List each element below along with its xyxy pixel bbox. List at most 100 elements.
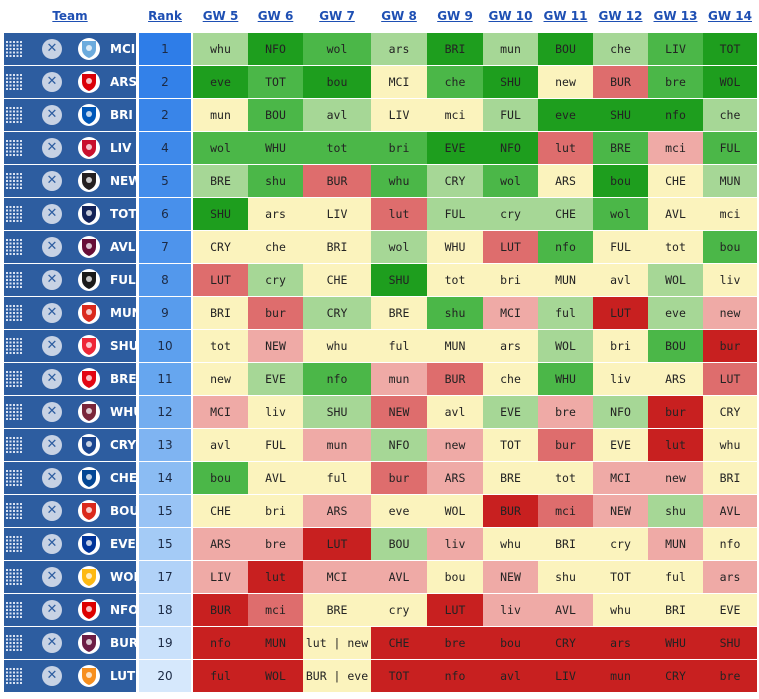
fixture-cell[interactable]: WOL	[703, 66, 757, 98]
drag-handle-icon[interactable]	[4, 171, 24, 191]
fixture-cell[interactable]: MCI	[371, 66, 427, 98]
fixture-cell[interactable]: ARS	[538, 165, 593, 197]
drag-handle-icon[interactable]	[4, 237, 24, 257]
fixture-cell[interactable]: ful	[303, 462, 371, 494]
fixture-cell[interactable]: che	[427, 66, 483, 98]
fixture-cell[interactable]: mun	[483, 33, 538, 65]
drag-handle-icon[interactable]	[4, 534, 24, 554]
fixture-cell[interactable]: AVL	[538, 594, 593, 626]
fixture-cell[interactable]: ARS	[648, 363, 703, 395]
fixture-cell[interactable]: avl	[303, 99, 371, 131]
fixture-cell[interactable]: WHU	[648, 627, 703, 659]
fixture-cell[interactable]: SHU	[593, 99, 648, 131]
fixture-cell[interactable]: NEW	[593, 495, 648, 527]
drag-handle-icon[interactable]	[4, 138, 24, 158]
fixture-cell[interactable]: EVE	[483, 396, 538, 428]
fixture-cell[interactable]: tot	[538, 462, 593, 494]
fixture-cell[interactable]: CRY	[427, 165, 483, 197]
fixture-cell[interactable]: WHU	[427, 231, 483, 263]
fixture-cell[interactable]: NFO	[593, 396, 648, 428]
fixture-cell[interactable]: BOU	[371, 528, 427, 560]
fixture-cell[interactable]: avl	[193, 429, 248, 461]
fixture-cell[interactable]: BRI	[193, 297, 248, 329]
fixture-cell[interactable]: wol	[303, 33, 371, 65]
drag-handle-icon[interactable]	[4, 633, 24, 653]
fixture-cell[interactable]: WHU	[538, 363, 593, 395]
fixture-cell[interactable]: SHU	[193, 198, 248, 230]
drag-handle-icon[interactable]	[4, 435, 24, 455]
drag-handle-icon[interactable]	[4, 336, 24, 356]
fixture-cell[interactable]: eve	[538, 99, 593, 131]
fixture-cell[interactable]: avl	[593, 264, 648, 296]
fixture-cell[interactable]: BRI	[303, 231, 371, 263]
header-rank[interactable]: Rank	[148, 9, 182, 23]
drag-handle-icon[interactable]	[4, 600, 24, 620]
drag-handle-icon[interactable]	[4, 666, 24, 686]
fixture-cell[interactable]: BRE	[483, 462, 538, 494]
fixture-cell[interactable]: FUL	[427, 198, 483, 230]
fixture-cell[interactable]: CRY	[648, 660, 703, 692]
fixture-cell[interactable]: EVE	[248, 363, 303, 395]
fixture-cell[interactable]: NFO	[483, 132, 538, 164]
fixture-cell[interactable]: BOU	[538, 33, 593, 65]
fixture-cell[interactable]: WOL	[648, 264, 703, 296]
drag-handle-icon[interactable]	[4, 204, 24, 224]
fixture-cell[interactable]: bou	[593, 165, 648, 197]
header-gw14[interactable]: GW 14	[708, 9, 752, 23]
remove-team-button[interactable]: ✕	[42, 39, 62, 59]
fixture-cell[interactable]: BUR	[303, 165, 371, 197]
fixture-cell[interactable]: MUN	[648, 528, 703, 560]
fixture-cell[interactable]: che	[483, 363, 538, 395]
header-gw8[interactable]: GW 8	[381, 9, 417, 23]
remove-team-button[interactable]: ✕	[42, 303, 62, 323]
fixture-cell[interactable]: cry	[371, 594, 427, 626]
fixture-cell[interactable]: new	[193, 363, 248, 395]
fixture-cell[interactable]: ars	[483, 330, 538, 362]
fixture-cell[interactable]: ARS	[427, 462, 483, 494]
fixture-cell[interactable]: bou	[303, 66, 371, 98]
drag-handle-icon[interactable]	[4, 369, 24, 389]
fixture-cell[interactable]: avl	[427, 396, 483, 428]
fixture-cell[interactable]: ARS	[303, 495, 371, 527]
fixture-cell[interactable]: MCI	[303, 561, 371, 593]
fixture-cell[interactable]: bou	[193, 462, 248, 494]
remove-team-button[interactable]: ✕	[42, 501, 62, 521]
drag-handle-icon[interactable]	[4, 105, 24, 125]
fixture-cell[interactable]: wol	[593, 198, 648, 230]
fixture-cell[interactable]: mci	[248, 594, 303, 626]
fixture-cell[interactable]: EVE	[703, 594, 757, 626]
fixture-cell[interactable]: MUN	[703, 165, 757, 197]
header-gw10[interactable]: GW 10	[488, 9, 533, 23]
fixture-cell[interactable]: eve	[371, 495, 427, 527]
fixture-cell[interactable]: bou	[703, 231, 757, 263]
fixture-cell[interactable]: TOT	[371, 660, 427, 692]
remove-team-button[interactable]: ✕	[42, 600, 62, 620]
fixture-cell[interactable]: bri	[593, 330, 648, 362]
fixture-cell[interactable]: lut	[371, 198, 427, 230]
drag-handle-icon[interactable]	[4, 501, 24, 521]
header-team[interactable]: Team	[52, 9, 88, 23]
header-gw7[interactable]: GW 7	[319, 9, 355, 23]
fixture-cell[interactable]: AVL	[648, 198, 703, 230]
fixture-cell[interactable]: bur	[371, 462, 427, 494]
fixture-cell[interactable]: ars	[703, 561, 757, 593]
fixture-cell[interactable]: bur	[248, 297, 303, 329]
fixture-cell[interactable]: nfo	[193, 627, 248, 659]
fixture-cell[interactable]: CHE	[538, 198, 593, 230]
fixture-cell[interactable]: CRY	[538, 627, 593, 659]
fixture-cell[interactable]: ars	[593, 627, 648, 659]
fixture-cell[interactable]: EVE	[593, 429, 648, 461]
fixture-cell[interactable]: eve	[193, 66, 248, 98]
remove-team-button[interactable]: ✕	[42, 171, 62, 191]
header-gw13[interactable]: GW 13	[653, 9, 698, 23]
fixture-cell[interactable]: BUR	[427, 363, 483, 395]
fixture-cell[interactable]: nfo	[303, 363, 371, 395]
drag-handle-icon[interactable]	[4, 567, 24, 587]
fixture-cell[interactable]: BRE	[371, 297, 427, 329]
fixture-cell[interactable]: bre	[248, 528, 303, 560]
fixture-cell[interactable]: CHE	[193, 495, 248, 527]
fixture-cell[interactable]: wol	[483, 165, 538, 197]
fixture-cell[interactable]: che	[703, 99, 757, 131]
header-gw9[interactable]: GW 9	[437, 9, 473, 23]
fixture-cell[interactable]: CRY	[303, 297, 371, 329]
